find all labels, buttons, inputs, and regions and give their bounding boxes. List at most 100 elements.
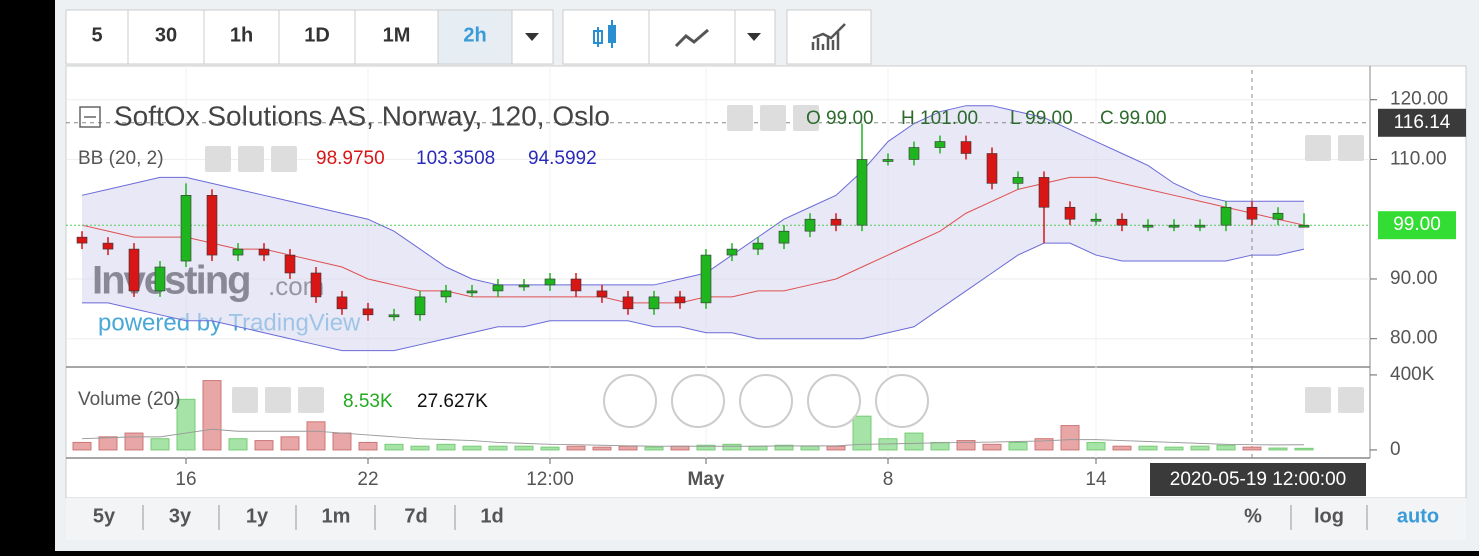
dropdown-arrow [747,33,761,41]
candle-body [778,230,790,244]
volume-bar [228,438,248,451]
volume-bar [800,445,820,451]
candle-body [1220,206,1232,226]
volume-bar [358,441,378,451]
candle-body [310,272,322,298]
legend-icon[interactable] [265,387,291,413]
pane-button[interactable] [1338,135,1364,161]
interval-button[interactable] [203,9,280,65]
volume-bar [98,436,118,451]
candle-body [752,242,764,250]
candle-body [544,278,556,286]
period-button[interactable]: 5y [93,505,116,527]
legend-icon[interactable] [271,146,297,172]
volume-bar [176,398,196,451]
candle-body [336,296,348,310]
pane-button[interactable] [1338,387,1364,413]
nav-button[interactable] [739,374,793,428]
candle-body [804,218,816,232]
interval-button[interactable] [437,9,513,65]
x-tick-label: 14 [1085,469,1107,490]
volume-bar [1216,444,1236,451]
volume-bar [462,445,482,451]
candle-body [1298,224,1310,228]
candle-body [232,248,244,256]
volume-bar [1034,438,1054,451]
nav-button[interactable] [671,374,725,428]
period-button[interactable]: 1d [480,505,503,527]
x-tick-label: 16 [175,469,196,490]
candle-body [986,153,998,184]
period-button[interactable]: 3y [169,505,192,527]
legend-icon[interactable] [793,105,819,131]
volume-bar [1060,425,1080,451]
x-tick-label: 12:00 [526,469,574,490]
candle-body [258,248,270,256]
toolbar-button[interactable] [562,9,650,65]
candle-body [908,147,920,160]
pane-button[interactable] [1305,387,1331,413]
scale-button[interactable]: log [1314,505,1344,527]
interval-button[interactable] [354,9,439,65]
interval-label: 1M [383,24,411,46]
volume-bar [1242,446,1262,451]
legend-icon[interactable] [760,105,786,131]
volume-bar [514,445,534,451]
volume-bar [930,441,950,451]
candle-body [960,141,972,154]
volume-bar [410,445,430,451]
scale-button[interactable]: % [1244,505,1262,527]
interval-button[interactable] [127,9,205,65]
pane-button[interactable] [1305,135,1331,161]
candle-body [1012,177,1024,184]
volume-bar [150,438,170,451]
ohlc-legend: O 99.00 [806,108,874,129]
candle-body [830,218,842,226]
interval-label: 2h [463,24,486,46]
candle-body [1272,212,1284,220]
interval-button[interactable] [278,9,356,65]
candle-body [726,248,738,256]
legend-icon[interactable] [232,387,258,413]
candle-body [1246,206,1258,220]
last-price: 99.00 [1393,214,1441,235]
y2-tick-label: 400K [1390,364,1435,385]
candle-body [180,195,192,262]
y2-tick-label: 0 [1390,439,1401,460]
nav-button[interactable] [875,374,929,428]
period-button[interactable]: 1y [246,505,269,527]
period-button[interactable]: 7d [404,505,427,527]
candle-body [1142,224,1154,228]
nav-button[interactable] [603,374,657,428]
band-fill [82,105,1304,351]
volume-bar [488,445,508,451]
nav-button[interactable] [807,374,861,428]
legend-icon[interactable] [238,146,264,172]
candle-body [674,296,686,304]
volume-bar [774,444,794,451]
scale-button[interactable]: auto [1397,505,1439,527]
interval-label: 1D [304,24,330,46]
crosshair-time: 2020-05-19 12:00:00 [1170,469,1346,490]
y-tick-label: 80.00 [1390,328,1438,349]
volume-bar [618,445,638,451]
collapse-icon[interactable] [79,106,101,128]
toolbar-button[interactable] [648,9,736,65]
volume-bar [1190,445,1210,451]
volume-bar [332,432,352,451]
legend-icon[interactable] [727,105,753,131]
legend-icon[interactable] [205,146,231,172]
interval-button[interactable] [65,9,129,65]
volume-value: 8.53K [343,391,393,412]
last-price-badge [1378,211,1456,240]
volume-bar [592,446,612,451]
volume-bar [566,445,586,451]
indicator-value: 103.3508 [416,148,495,169]
volume-name: Volume (20) [78,389,180,410]
period-button[interactable]: 1m [322,505,351,527]
volume-bar [956,440,976,451]
line-icon [674,28,709,48]
indicator-value: 98.9750 [316,148,385,169]
legend-icon[interactable] [298,387,324,413]
